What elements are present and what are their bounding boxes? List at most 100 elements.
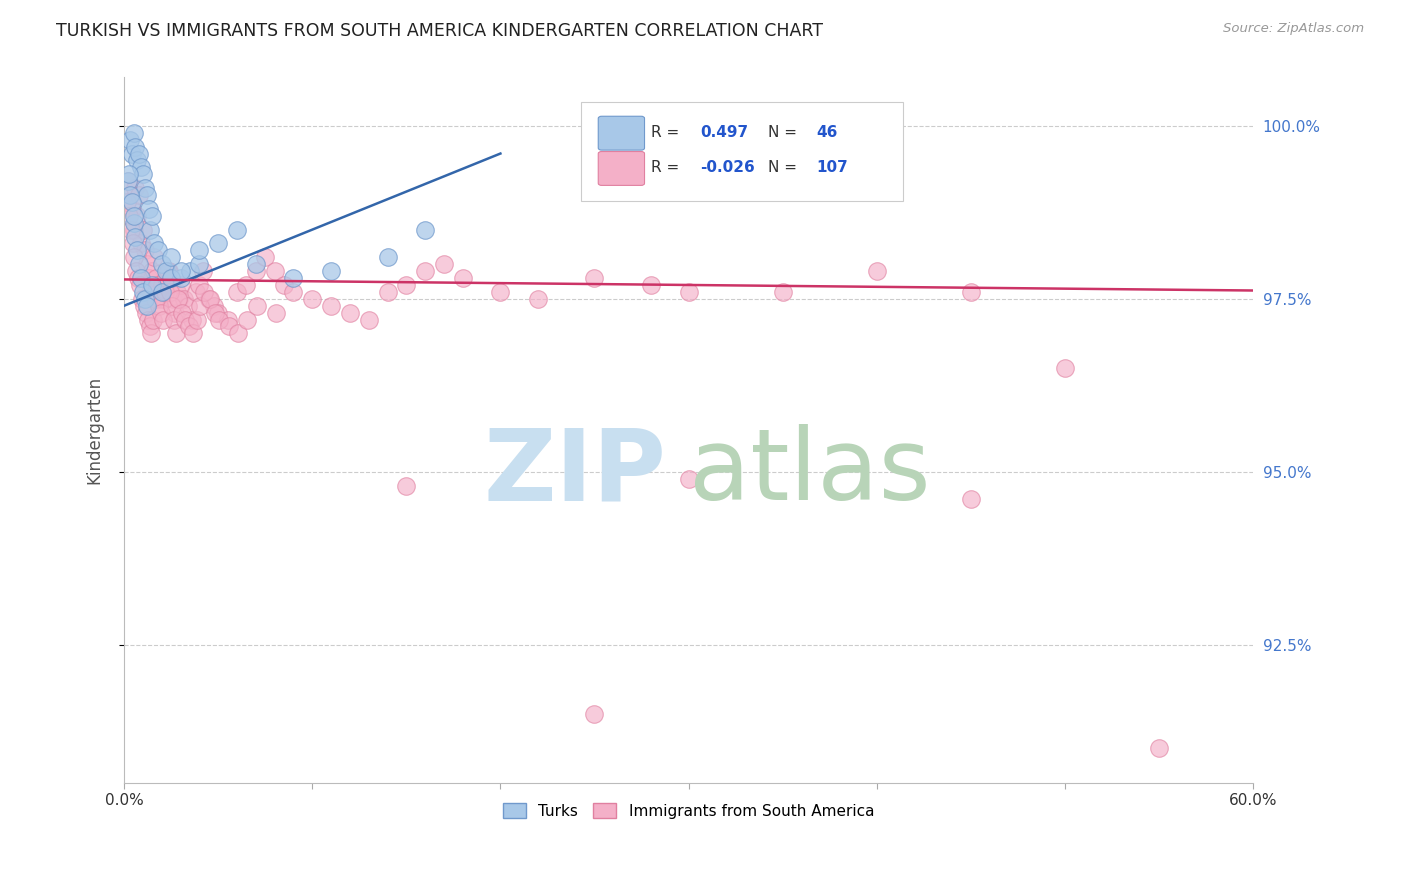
Point: [132, 222, 155, 236]
Point: [128, 257, 150, 271]
Point: [165, 326, 187, 341]
Point: [246, 299, 269, 313]
Point: [122, 222, 145, 236]
Point: [245, 264, 267, 278]
FancyBboxPatch shape: [598, 152, 644, 186]
Text: 46: 46: [815, 125, 838, 140]
Text: -0.026: -0.026: [700, 161, 755, 175]
Point: [149, 292, 172, 306]
Point: [138, 319, 160, 334]
Point: [121, 236, 143, 251]
Point: [254, 250, 277, 264]
Point: [184, 285, 207, 299]
Point: [129, 277, 152, 292]
Point: [118, 188, 141, 202]
Point: [583, 271, 606, 285]
Point: [319, 264, 342, 278]
Point: [198, 292, 221, 306]
Point: [124, 181, 146, 195]
Point: [218, 319, 240, 334]
Point: [142, 312, 165, 326]
Point: [134, 181, 156, 195]
Point: [198, 292, 221, 306]
Point: [208, 312, 231, 326]
Point: [124, 250, 146, 264]
Point: [143, 250, 166, 264]
Point: [357, 312, 380, 326]
Point: [301, 292, 323, 306]
Point: [226, 285, 249, 299]
Point: [163, 312, 186, 326]
Text: R =: R =: [651, 125, 679, 140]
Point: [283, 271, 305, 285]
Point: [377, 285, 399, 299]
Point: [124, 229, 146, 244]
Point: [155, 271, 177, 285]
Point: [141, 326, 163, 341]
Point: [167, 292, 190, 306]
Point: [141, 209, 163, 223]
Point: [678, 285, 700, 299]
Text: Source: ZipAtlas.com: Source: ZipAtlas.com: [1223, 22, 1364, 36]
Point: [122, 216, 145, 230]
Point: [319, 299, 342, 313]
Point: [1053, 361, 1076, 376]
Text: N =: N =: [768, 161, 797, 175]
Point: [169, 264, 191, 278]
Point: [143, 292, 166, 306]
Point: [138, 271, 160, 285]
Point: [160, 271, 183, 285]
Point: [188, 299, 211, 313]
Point: [129, 236, 152, 251]
Point: [166, 285, 188, 299]
Point: [433, 257, 456, 271]
Point: [115, 194, 138, 209]
Point: [377, 250, 399, 264]
Point: [207, 236, 229, 251]
Point: [134, 292, 156, 306]
Point: [191, 264, 214, 278]
Point: [128, 146, 150, 161]
Point: [188, 277, 211, 292]
Point: [217, 312, 239, 326]
Point: [127, 271, 149, 285]
Point: [141, 264, 163, 278]
Point: [160, 250, 183, 264]
Point: [141, 277, 163, 292]
Point: [193, 285, 215, 299]
Point: [117, 174, 139, 188]
Point: [173, 292, 195, 306]
Point: [866, 264, 889, 278]
Point: [166, 292, 188, 306]
Point: [139, 222, 162, 236]
Point: [451, 271, 474, 285]
Legend: Turks, Immigrants from South America: Turks, Immigrants from South America: [496, 797, 880, 825]
FancyBboxPatch shape: [598, 116, 644, 150]
Point: [263, 264, 285, 278]
FancyBboxPatch shape: [581, 103, 903, 201]
Point: [117, 174, 139, 188]
Point: [395, 277, 418, 292]
Point: [160, 299, 183, 313]
Point: [146, 244, 169, 258]
Point: [264, 305, 287, 319]
Point: [146, 277, 169, 292]
Point: [139, 285, 162, 299]
Point: [153, 285, 176, 299]
Point: [413, 264, 436, 278]
Point: [129, 271, 152, 285]
Point: [121, 194, 143, 209]
Point: [640, 277, 662, 292]
Point: [180, 312, 202, 326]
Point: [226, 222, 249, 236]
Text: 0.497: 0.497: [700, 125, 748, 140]
Point: [118, 133, 141, 147]
Point: [131, 292, 153, 306]
Point: [118, 188, 141, 202]
Point: [177, 299, 200, 313]
Point: [145, 271, 167, 285]
Point: [136, 312, 159, 326]
Point: [120, 222, 142, 236]
Point: [127, 244, 149, 258]
Point: [177, 319, 200, 334]
